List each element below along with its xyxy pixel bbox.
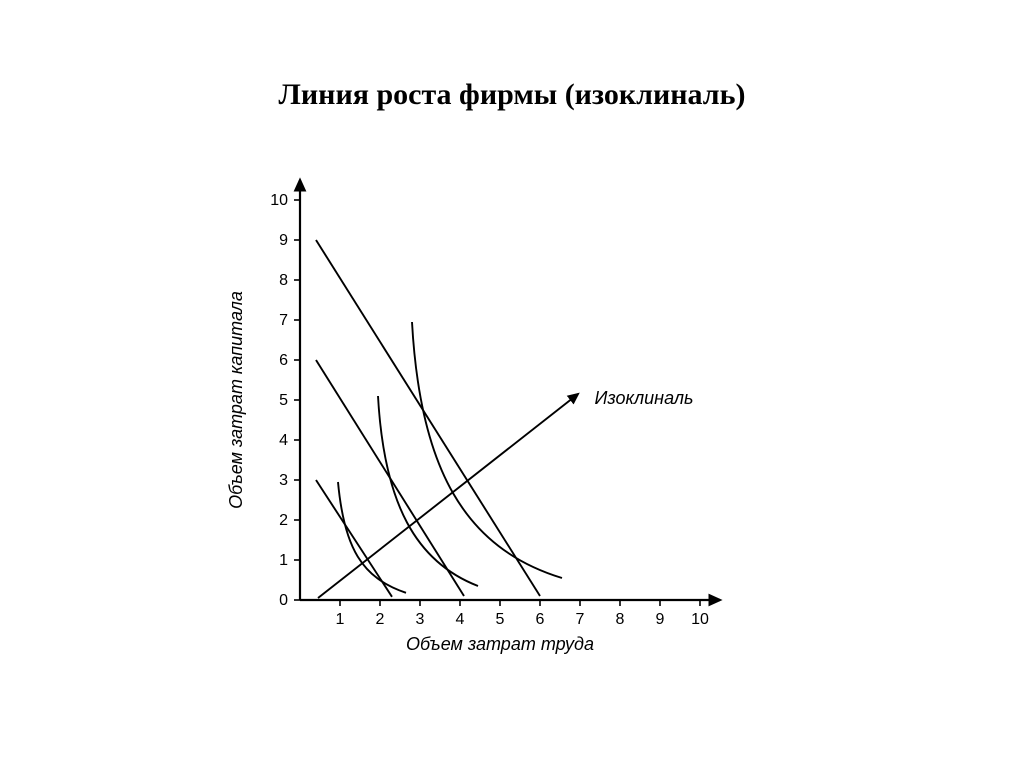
isocost-line xyxy=(316,480,392,597)
isoquant-curve xyxy=(378,396,478,586)
page-title: Линия роста фирмы (изоклиналь) xyxy=(0,78,1024,112)
page: Линия роста фирмы (изоклиналь) 1 2 3 4 5 6 7 8 9… xyxy=(0,0,1024,767)
annotation-label: Изоклиналь xyxy=(594,388,693,408)
isocost-line xyxy=(316,240,540,596)
y-tick-label: 9 xyxy=(279,232,288,249)
y-axis-label: Объем затрат капитала xyxy=(226,291,246,509)
chart: 1 2 3 4 5 6 7 8 9 10 0 1 2 3 4 5 6 7 8 9 10 Объем затрат труд… xyxy=(180,170,800,680)
x-tick-label: 7 xyxy=(576,611,585,628)
y-tick-label: 10 xyxy=(270,192,288,209)
y-tick-label: 3 xyxy=(279,472,288,489)
y-tick-label: 7 xyxy=(279,312,288,329)
x-tick-label: 8 xyxy=(616,611,625,628)
x-tick-label: 10 xyxy=(691,611,709,628)
x-tick-label: 5 xyxy=(496,611,505,628)
y-tick-label: 6 xyxy=(279,352,288,369)
y-tick-label: 8 xyxy=(279,272,288,289)
y-tick-label: 2 xyxy=(279,512,288,529)
y-tick-label: 4 xyxy=(279,432,288,449)
x-axis-label: Объем затрат труда xyxy=(406,634,594,654)
y-tick-label: 0 xyxy=(279,592,288,609)
x-tick-label: 2 xyxy=(376,611,385,628)
chart-svg: 1 2 3 4 5 6 7 8 9 10 0 1 2 3 4 5 6 7 8 9 10 Объем затрат труд… xyxy=(180,170,800,680)
x-tick-label: 1 xyxy=(336,611,345,628)
x-tick-label: 9 xyxy=(656,611,665,628)
y-tick-label: 1 xyxy=(279,552,288,569)
x-tick-label: 6 xyxy=(536,611,545,628)
x-tick-label: 4 xyxy=(456,611,465,628)
isoquant-curve xyxy=(412,322,562,578)
x-tick-label: 3 xyxy=(416,611,425,628)
y-tick-label: 5 xyxy=(279,392,288,409)
